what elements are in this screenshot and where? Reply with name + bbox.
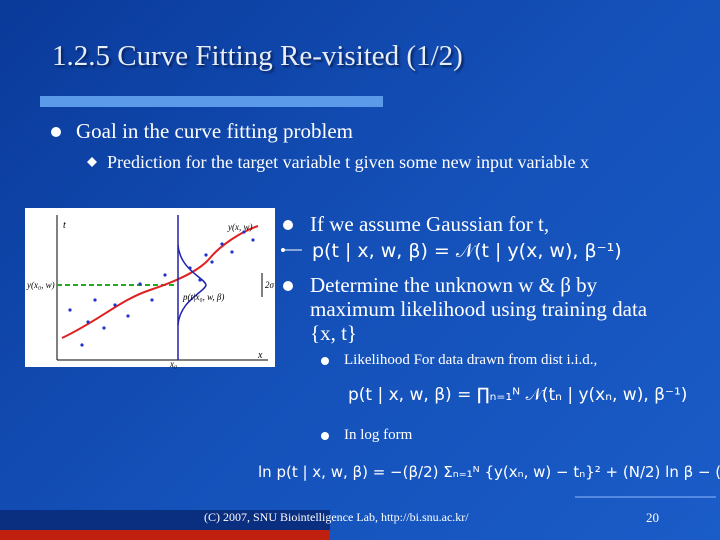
figure-bg (25, 208, 275, 367)
bullet (321, 432, 329, 440)
bullet (283, 281, 293, 291)
bullet-text: Likelihood For data drawn from dist i.i.… (344, 352, 598, 368)
density (177, 244, 207, 326)
pointer-dot (281, 248, 285, 252)
bullet (283, 220, 293, 230)
figure: t x y(x, w) x₀ y(x₀, w) 2σ p(t|x₀, w, β) (25, 208, 275, 369)
bullet (51, 127, 61, 137)
formula: p(t | x, w, β) = 𝒩(t | y(x, w), β⁻¹) (312, 240, 622, 262)
bullet-text: Determine the unknown w & β by maximum l… (310, 273, 648, 345)
formula: p(t | x, w, β) = ∏ₙ₌₁ᴺ 𝒩(tₙ | y(xₙ, w), … (348, 385, 688, 405)
bullet-text: In log form (344, 427, 413, 443)
title-bar (40, 96, 383, 107)
curve (61, 225, 259, 339)
formula: ln p(t | x, w, β) = −(β/2) Σₙ₌₁ᴺ {y(xₙ, … (258, 463, 720, 481)
points (68, 230, 255, 347)
bullet-text: If we assume Gaussian for t, (310, 212, 550, 236)
bullet (321, 357, 329, 365)
bullet-text: Prediction for the target variable t giv… (107, 152, 590, 172)
curve-label: y(x, w) (227, 222, 253, 232)
bullet (87, 157, 97, 167)
bullet-text: Goal in the curve fitting problem (76, 119, 354, 143)
axis-label: t (63, 220, 66, 231)
footer: (C) 2007, SNU Biointelligence Lab, http:… (204, 510, 469, 524)
page-number: 20 (646, 510, 659, 525)
sigma-label: 2σ (265, 280, 275, 290)
x0-label: x₀ (169, 359, 177, 369)
density-label: p(t|x₀, w, β) (182, 292, 224, 302)
bottom-red (0, 530, 330, 540)
y0-label: y(x₀, w) (26, 280, 55, 290)
slide-title: 1.2.5 Curve Fitting Re-visited (1/2) (52, 40, 463, 72)
axis-label: x (257, 350, 263, 361)
